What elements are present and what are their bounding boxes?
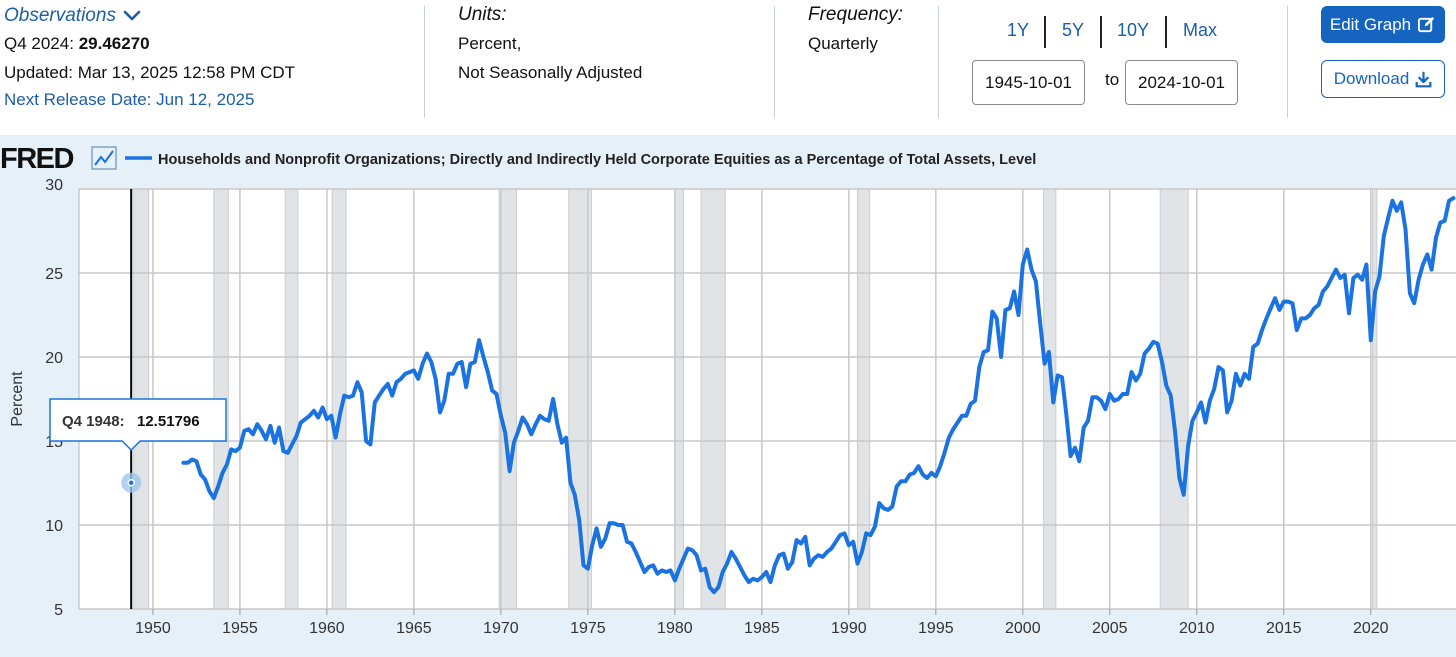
- latest-value: 29.46270: [78, 34, 150, 53]
- y-tick-label: 10: [45, 518, 63, 535]
- hover-marker: [127, 478, 135, 487]
- chart-title: Households and Nonprofit Organizations; …: [158, 152, 1036, 168]
- end-date-input[interactable]: 2024-10-01: [1125, 60, 1238, 105]
- x-tick-label: 1985: [744, 620, 780, 637]
- tooltip-label: Q4 1948:: [62, 413, 125, 430]
- start-date-input[interactable]: 1945-10-01: [972, 60, 1085, 105]
- series-line[interactable]: [181, 196, 1456, 595]
- x-tick-label: 1960: [309, 620, 345, 637]
- range-separator: [1165, 16, 1167, 48]
- divider: [1287, 6, 1288, 118]
- recession-bar: [1159, 188, 1189, 610]
- x-tick-label: 1975: [570, 620, 606, 637]
- tooltip-value: 12.51796: [137, 413, 200, 430]
- edit-icon: [1418, 16, 1435, 33]
- recession-bar: [1371, 188, 1378, 610]
- recession-bar: [284, 188, 299, 610]
- observations-label: Observations: [4, 5, 116, 26]
- y-axis-label: Percent: [9, 371, 26, 427]
- range-1y-button[interactable]: 1Y: [1007, 20, 1030, 40]
- x-tick-label: 1955: [222, 620, 258, 637]
- x-tick-label: 2010: [1179, 620, 1215, 637]
- x-tick-label: 1995: [918, 620, 954, 637]
- observations-dropdown[interactable]: Observations: [4, 5, 142, 27]
- line-chart[interactable]: FRED Households and Nonprofit Organizati…: [0, 135, 1456, 657]
- y-tick-label: 25: [45, 266, 63, 283]
- frequency-value: Quarterly: [808, 34, 878, 53]
- range-5y-button[interactable]: 5Y: [1062, 20, 1085, 40]
- units-line-1: Percent,: [458, 34, 522, 53]
- download-label: Download: [1333, 69, 1410, 88]
- x-tick-label: 1965: [396, 620, 432, 637]
- edit-graph-button[interactable]: Edit Graph: [1321, 6, 1445, 43]
- x-tick-label: 1950: [135, 620, 171, 637]
- range-10y-button[interactable]: 10Y: [1117, 20, 1150, 40]
- frequency-label: Frequency:: [808, 4, 904, 25]
- divider: [424, 6, 425, 118]
- latest-period: Q4 2024:: [4, 34, 74, 53]
- gridlines: [79, 188, 1456, 610]
- chevron-down-icon: [123, 10, 141, 21]
- recession-bar: [700, 188, 726, 610]
- x-tick-label: 1990: [831, 620, 867, 637]
- edit-graph-label: Edit Graph: [1329, 14, 1412, 34]
- units-line-2: Not Seasonally Adjusted: [458, 63, 643, 82]
- updated-text: Updated: Mar 13, 2025 12:58 PM CDT: [4, 63, 296, 82]
- download-button[interactable]: Download: [1321, 60, 1445, 98]
- fred-logo[interactable]: FRED: [0, 143, 75, 175]
- y-tick-label: 5: [54, 602, 63, 619]
- tooltip: Q4 1948: 12.51796: [49, 398, 227, 452]
- units-label: Units:: [458, 4, 507, 25]
- divider: [938, 6, 939, 118]
- x-tick-label: 1980: [657, 620, 693, 637]
- latest-observation: Q4 2024: 29.46270: [4, 34, 150, 54]
- tooltip-box: [49, 398, 227, 452]
- x-tick-label: 2000: [1005, 620, 1041, 637]
- x-tick-labels: 1950 1955 1960 1965 1970 1975 1980 1985 1990 1995…: [135, 609, 1389, 637]
- next-release-link[interactable]: Next Release Date: Jun 12, 2025: [4, 90, 255, 109]
- x-tick-label: 2015: [1266, 620, 1302, 637]
- x-tick-label: 1970: [483, 620, 519, 637]
- divider: [774, 6, 775, 118]
- recession-bar: [674, 188, 685, 610]
- y-tick-label: 20: [45, 350, 63, 367]
- chart-panel: FRED Households and Nonprofit Organizati…: [0, 135, 1456, 657]
- date-to-label: to: [1105, 70, 1120, 89]
- chart-icon: [91, 146, 117, 170]
- range-max-button[interactable]: Max: [1183, 20, 1218, 40]
- download-icon: [1415, 71, 1432, 87]
- y-tick-label: 30: [45, 177, 63, 194]
- x-tick-label: 2005: [1092, 620, 1128, 637]
- series-header: Observations Q4 2024: 29.46270 Updated: …: [0, 0, 1456, 132]
- x-tick-label: 2020: [1353, 620, 1389, 637]
- recession-bar: [498, 188, 518, 610]
- range-separator: [1100, 16, 1102, 48]
- range-separator: [1044, 16, 1046, 48]
